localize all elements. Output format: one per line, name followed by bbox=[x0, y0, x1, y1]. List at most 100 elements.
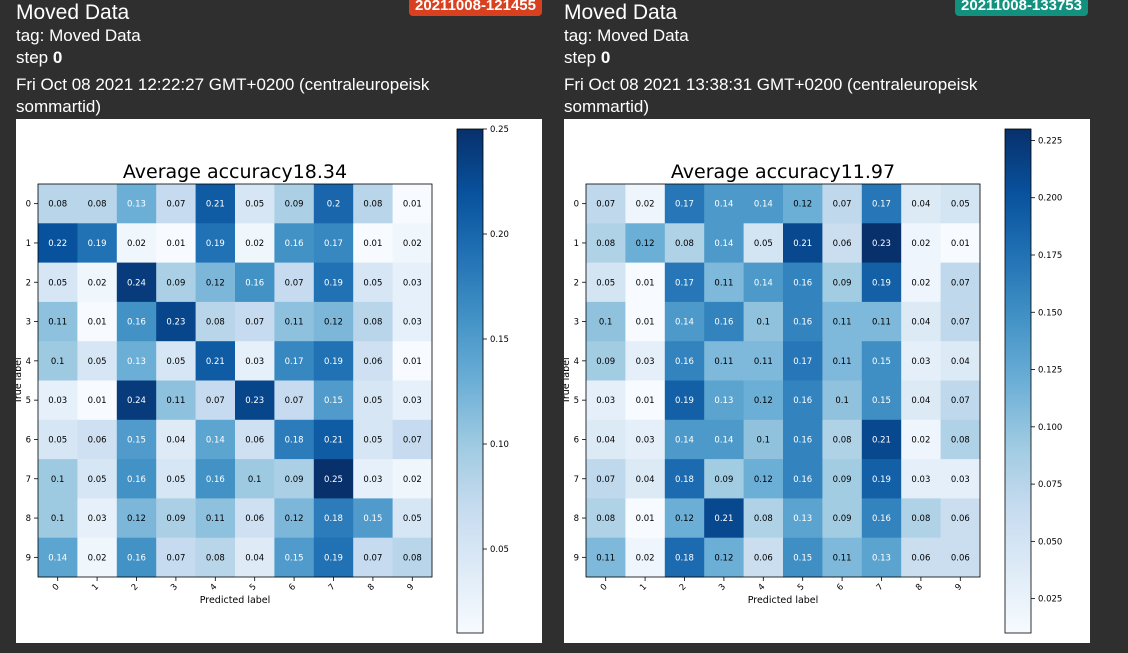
heatmap-cell bbox=[625, 537, 666, 578]
heatmap-cell bbox=[625, 459, 666, 499]
cell-value-label: 0.19 bbox=[872, 475, 891, 485]
cell-value-label: 0.05 bbox=[754, 239, 773, 249]
cell-value-label: 0.14 bbox=[48, 553, 67, 563]
cell-value-label: 0.08 bbox=[596, 514, 615, 524]
heatmap-cell bbox=[274, 223, 315, 264]
x-axis-label: Predicted label bbox=[748, 595, 819, 606]
cell-value-label: 0.05 bbox=[596, 278, 615, 288]
x-tick-label: 3 bbox=[717, 582, 728, 593]
y-tick-label: 5 bbox=[26, 396, 31, 406]
cell-value-label: 0.07 bbox=[951, 396, 970, 406]
cell-value-label: 0.03 bbox=[951, 475, 970, 485]
cell-value-label: 0.01 bbox=[636, 396, 655, 406]
cell-value-label: 0.07 bbox=[285, 396, 304, 406]
colorbar-tick-label: 0.050 bbox=[1038, 537, 1062, 547]
cell-value-label: 0.11 bbox=[754, 357, 773, 367]
confusion-matrix-image[interactable]: Average accuracy18.34 0.08 0.08 0.13 0.07 0.2… bbox=[16, 119, 542, 643]
heatmap-cell bbox=[861, 262, 902, 303]
x-tick-label: 8 bbox=[366, 582, 377, 593]
step-label: step bbox=[16, 48, 49, 67]
heatmap-cell bbox=[901, 184, 942, 224]
heatmap-cell bbox=[625, 301, 666, 342]
heatmap-cell bbox=[274, 498, 315, 539]
heatmap-cell bbox=[940, 537, 981, 578]
cell-value-label: 0.07 bbox=[833, 200, 852, 210]
step-line: step 0 bbox=[564, 47, 610, 69]
heatmap-cell bbox=[195, 498, 236, 539]
heatmap-cells: 0.07 0.02 0.17 0.14 0.14 0.12 0.07 0.17 0.04 0.05… bbox=[586, 184, 981, 578]
cell-value-label: 0.13 bbox=[127, 200, 146, 210]
heatmap-cell bbox=[313, 459, 354, 499]
heatmap-cell bbox=[156, 537, 197, 578]
cell-value-label: 0.14 bbox=[714, 239, 733, 249]
heatmap-cell bbox=[38, 498, 78, 539]
heatmap-cell bbox=[77, 301, 118, 342]
cell-value-label: 0.06 bbox=[951, 553, 970, 563]
cell-value-label: 0.01 bbox=[951, 239, 970, 249]
run-badge[interactable]: 20211008-121455 bbox=[409, 0, 542, 16]
cell-value-label: 0.12 bbox=[127, 514, 146, 524]
cell-value-label: 0.04 bbox=[911, 318, 930, 328]
heatmap-cell bbox=[77, 459, 118, 499]
heatmap-cell bbox=[353, 419, 394, 460]
heatmap-cell bbox=[392, 537, 433, 578]
cell-value-label: 0.1 bbox=[51, 514, 65, 524]
cell-value-label: 0.06 bbox=[833, 239, 852, 249]
cell-value-label: 0.16 bbox=[714, 318, 733, 328]
cell-value-label: 0.24 bbox=[127, 278, 146, 288]
heatmap-cell bbox=[783, 459, 823, 499]
heatmap-cell bbox=[156, 380, 197, 421]
heatmap-cell bbox=[313, 341, 354, 381]
step-line: step 0 bbox=[16, 47, 62, 69]
cell-value-label: 0.09 bbox=[166, 514, 185, 524]
run-badge[interactable]: 20211008-133753 bbox=[955, 0, 1088, 16]
image-card: Moved Data 20211008-121455 tag: Moved Da… bbox=[16, 0, 542, 653]
heatmap-cell bbox=[822, 380, 863, 421]
heatmap-cell bbox=[704, 498, 745, 539]
heatmap-cell bbox=[704, 262, 745, 303]
cell-value-label: 0.05 bbox=[363, 396, 382, 406]
heatmap-cell bbox=[38, 537, 78, 578]
x-tick-label: 4 bbox=[208, 582, 219, 593]
cell-value-label: 0.17 bbox=[285, 357, 304, 367]
heatmap-cell bbox=[586, 459, 626, 499]
cell-value-label: 0.18 bbox=[285, 435, 304, 445]
heatmap-cell bbox=[274, 419, 315, 460]
heatmap-cell bbox=[38, 262, 78, 303]
cell-value-label: 0.04 bbox=[951, 357, 970, 367]
cell-value-label: 0.11 bbox=[714, 278, 733, 288]
heatmap-cell bbox=[156, 459, 197, 499]
cell-value-label: 0.02 bbox=[403, 475, 422, 485]
cell-value-label: 0.19 bbox=[675, 396, 694, 406]
heatmap-cell bbox=[38, 184, 78, 224]
heatmap-cell bbox=[940, 341, 981, 381]
heatmap-cell bbox=[156, 184, 197, 224]
heatmap-cell bbox=[274, 301, 315, 342]
heatmap-cell bbox=[392, 459, 433, 499]
heatmap-cell bbox=[940, 459, 981, 499]
colorbar-tick-label: 0.125 bbox=[1038, 366, 1062, 376]
heatmap-cell bbox=[156, 419, 197, 460]
cell-value-label: 0.21 bbox=[324, 435, 343, 445]
heatmap-cell bbox=[116, 301, 157, 342]
cell-value-label: 0.03 bbox=[636, 357, 655, 367]
colorbar-tick-label: 0.225 bbox=[1038, 136, 1062, 146]
heatmap-cell bbox=[353, 341, 394, 381]
cell-value-label: 0.16 bbox=[793, 475, 812, 485]
cell-value-label: 0.19 bbox=[88, 239, 107, 249]
cell-value-label: 0.06 bbox=[88, 435, 107, 445]
heatmap-cell bbox=[392, 262, 433, 303]
heatmap-cell bbox=[77, 184, 118, 224]
heatmap-cell bbox=[861, 498, 902, 539]
x-tick-label: 0 bbox=[599, 582, 610, 593]
cell-value-label: 0.03 bbox=[245, 357, 264, 367]
x-tick-label: 8 bbox=[914, 582, 925, 593]
confusion-matrix-image[interactable]: Average accuracy11.97 0.07 0.02 0.17 0.14 0.1… bbox=[564, 119, 1090, 643]
heatmap-cell bbox=[116, 459, 157, 499]
cell-value-label: 0.09 bbox=[833, 475, 852, 485]
cell-value-label: 0.17 bbox=[324, 239, 343, 249]
card-title: Moved Data bbox=[564, 1, 678, 24]
heatmap-cell bbox=[353, 184, 394, 224]
y-tick-label: 1 bbox=[26, 239, 31, 249]
cell-value-label: 0.08 bbox=[363, 200, 382, 210]
